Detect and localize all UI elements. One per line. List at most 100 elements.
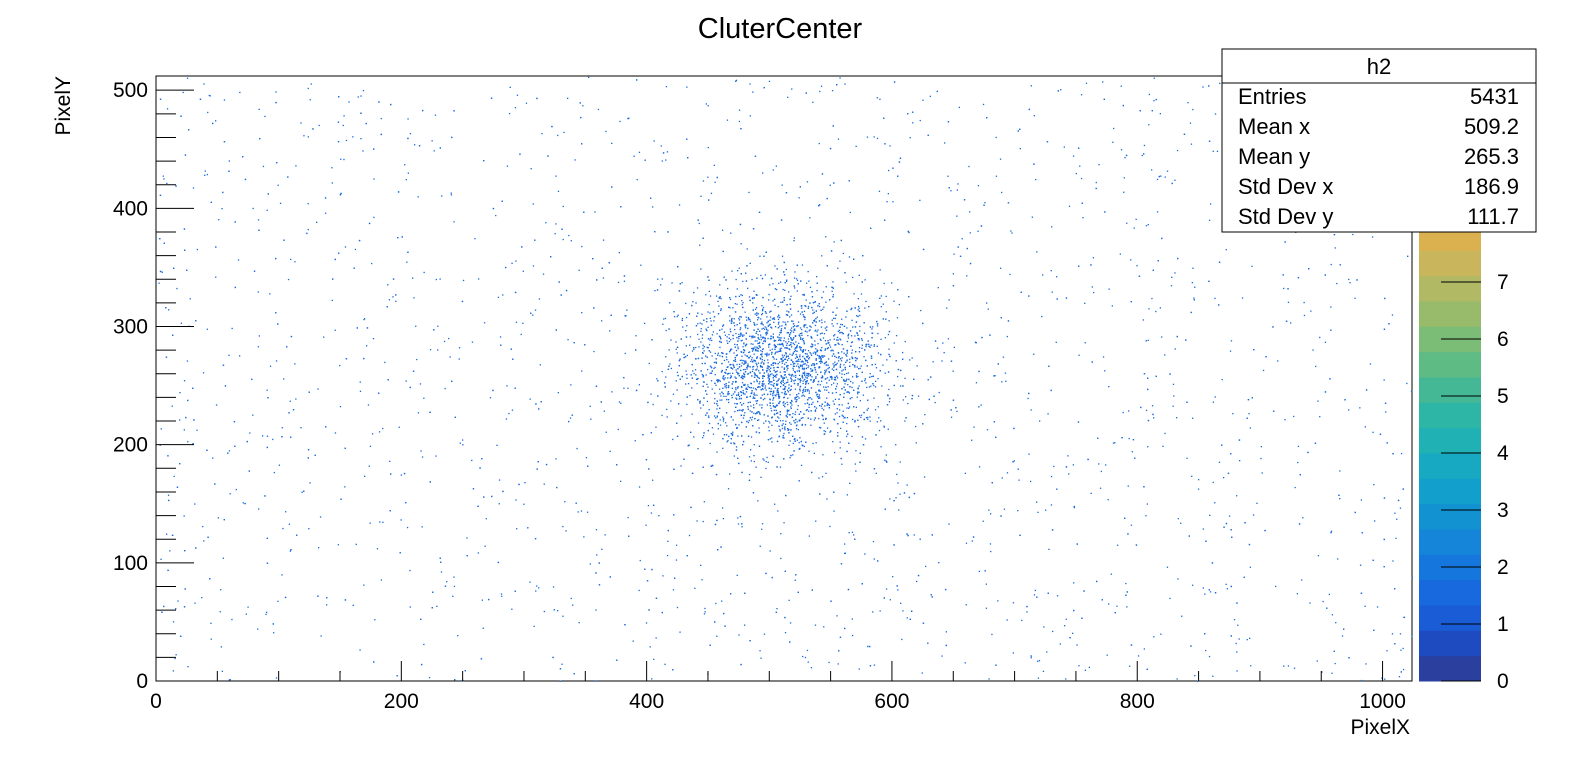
data-point [692,301,694,303]
data-point [779,411,781,413]
data-point [506,385,508,387]
data-point [780,281,782,283]
data-point [751,359,753,361]
data-point [522,270,524,272]
data-point [1007,202,1010,204]
data-point [1302,517,1304,519]
data-point [690,374,692,376]
data-point [781,184,783,186]
data-point [570,240,572,242]
data-point [1402,488,1404,490]
data-point [666,416,668,418]
data-point [729,307,731,309]
data-point [340,498,342,500]
data-point [805,324,807,326]
data-point [784,403,786,405]
data-point [802,314,804,316]
data-point [749,83,751,85]
data-point [406,526,409,529]
data-point [706,321,708,323]
data-point [805,359,807,361]
data-point [982,520,984,522]
data-point [212,457,214,459]
data-point [801,350,803,352]
data-point [785,353,787,355]
data-point [431,607,433,609]
data-point [1383,328,1386,330]
data-point [780,330,782,332]
data-point [822,454,824,456]
data-point [759,341,761,344]
data-point [969,232,971,234]
data-point [826,389,828,391]
data-point [769,373,772,376]
data-point [783,374,786,376]
data-point [828,371,830,373]
data-point [789,622,792,624]
data-point [737,372,739,374]
data-point [608,262,610,264]
data-point [721,391,723,393]
data-point [836,336,839,339]
data-point [732,334,734,337]
data-point [796,408,799,411]
data-point [786,411,788,413]
data-point [1403,616,1405,619]
data-point [262,165,265,168]
data-point [751,390,753,392]
data-point [199,98,202,100]
data-point [872,383,874,385]
data-point [837,138,840,140]
data-point [762,375,764,377]
data-point [783,358,786,361]
data-point [418,145,421,147]
data-point [769,319,771,321]
data-point [1330,530,1333,532]
data-point [1293,667,1296,669]
data-point [872,375,874,377]
data-point [1372,431,1374,433]
data-point [777,316,779,318]
data-point [1290,322,1292,324]
data-point [1192,417,1194,419]
data-point [228,354,230,356]
data-point [223,141,226,143]
data-point [685,345,687,347]
data-point [950,190,952,192]
data-point [1091,361,1093,363]
data-point [1072,632,1074,634]
data-point [741,362,743,364]
data-point [279,202,282,204]
data-point [871,337,873,339]
data-point [799,386,801,388]
data-point [869,416,871,418]
data-point [711,427,714,429]
data-point [774,353,776,355]
data-point [1026,611,1028,613]
data-point [778,435,780,437]
data-point [824,362,826,364]
data-point [833,338,835,340]
data-point [719,336,721,338]
data-point [813,452,815,454]
data-point [730,438,732,440]
data-point [807,373,809,375]
data-point [815,391,817,394]
data-point [848,392,851,394]
data-point [731,348,733,350]
data-point [538,298,541,300]
data-point [824,430,827,433]
data-point [717,379,719,381]
data-point [799,332,801,335]
data-point [757,419,759,421]
data-point [902,610,904,612]
data-point [801,374,803,377]
data-point [839,409,841,411]
data-point [938,562,940,564]
data-point [466,555,468,557]
data-point [991,482,993,484]
data-point [1229,350,1232,352]
data-point [847,372,849,374]
data-point [767,373,769,375]
data-point [784,382,786,385]
